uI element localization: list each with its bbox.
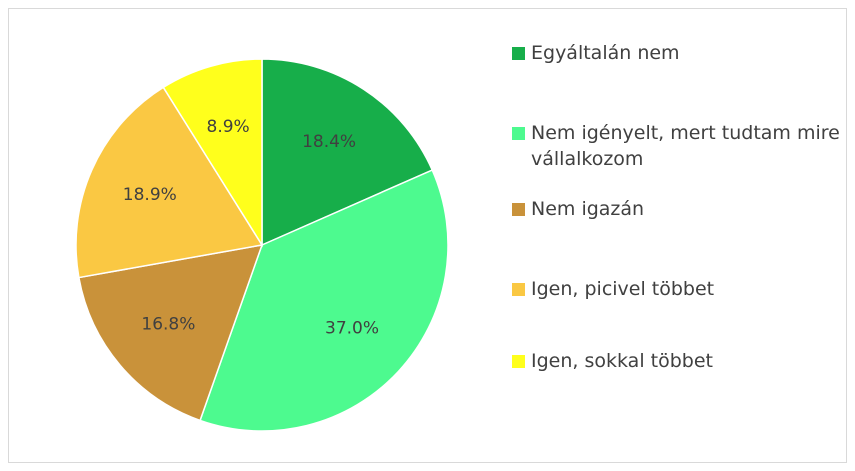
legend-label: Nem igazán xyxy=(531,198,645,220)
legend-swatch xyxy=(512,127,525,140)
legend-swatch xyxy=(512,203,525,216)
pie-slice xyxy=(162,58,263,248)
legend-label: Egyáltalán nem xyxy=(531,42,680,64)
data-label: 18.9% xyxy=(123,185,177,205)
legend-label: Igen, picivel többet xyxy=(531,278,715,300)
legend-entry: Nem igazán xyxy=(512,196,842,222)
legend-entry: Igen, sokkal többet xyxy=(512,348,842,374)
data-label: 16.8% xyxy=(141,314,195,334)
legend-entry: Egyáltalán nem xyxy=(512,40,842,66)
pie-slice xyxy=(199,169,449,432)
data-label: 18.4% xyxy=(302,132,356,152)
legend-label: Nem igényelt, mert tudtam mire vállalkoz… xyxy=(531,122,840,170)
legend-entry: Nem igényelt, mert tudtam mire vállalkoz… xyxy=(512,120,842,172)
legend-swatch xyxy=(512,355,525,368)
frame xyxy=(8,8,847,463)
pie-slice xyxy=(261,58,434,247)
legend-swatch xyxy=(512,283,525,296)
legend-swatch xyxy=(512,47,525,60)
pie-slice xyxy=(78,244,264,422)
pie-slice xyxy=(75,86,264,279)
data-label: 37.0% xyxy=(325,318,379,338)
legend-label: Igen, sokkal többet xyxy=(531,350,713,372)
legend-entry: Igen, picivel többet xyxy=(512,276,842,302)
data-label: 8.9% xyxy=(207,117,250,137)
